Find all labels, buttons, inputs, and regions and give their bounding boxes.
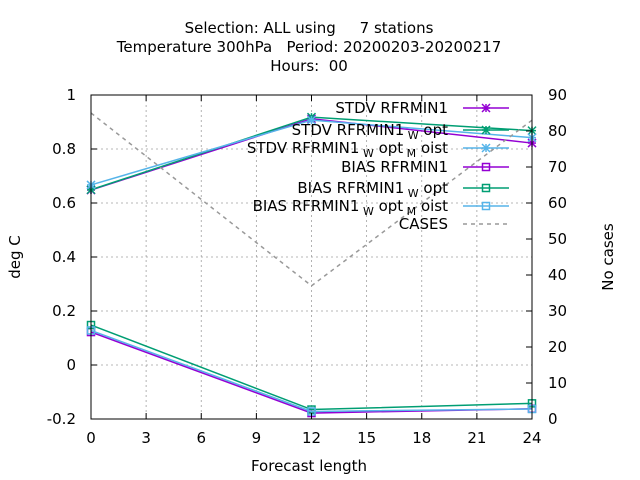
legend-label: STDV RFRMIN1 xyxy=(335,99,448,117)
y-tick-label: 1 xyxy=(66,86,76,104)
y-tick-label: 0.6 xyxy=(52,194,76,212)
chart-title: Selection: ALL using 7 stationsTemperatu… xyxy=(116,19,502,75)
legend-marker xyxy=(481,162,491,172)
y-axis-label: deg C xyxy=(6,235,24,279)
legend-label: STDV RFRMIN1 W opt xyxy=(292,121,448,142)
y-tick-label: 0.8 xyxy=(52,140,76,158)
y2-tick-label: 0 xyxy=(548,410,558,428)
y2-tick-label: 90 xyxy=(548,86,567,104)
y2-tick-label: 70 xyxy=(548,158,567,176)
x-tick-label: 24 xyxy=(522,429,541,447)
x-tick-label: 15 xyxy=(357,429,376,447)
legend-marker xyxy=(481,183,491,193)
x-tick-label: 18 xyxy=(412,429,431,447)
y2-tick-label: 50 xyxy=(548,230,567,248)
legend-marker xyxy=(481,143,491,153)
legend-label: CASES xyxy=(399,215,448,233)
y2-tick-label: 80 xyxy=(548,122,567,140)
chart-title-line: Hours: 00 xyxy=(270,57,348,75)
grid-lines xyxy=(91,95,532,419)
x-tick-label: 21 xyxy=(467,429,486,447)
legend-label: BIAS RFRMIN1 xyxy=(341,158,448,176)
chart-title-line: Selection: ALL using 7 stations xyxy=(185,19,434,37)
series-line xyxy=(90,112,533,287)
y2-tick-label: 60 xyxy=(548,194,567,212)
legend-marker xyxy=(481,125,491,135)
series-line xyxy=(90,329,533,413)
y-tick-label: 0.2 xyxy=(52,302,76,320)
y-tick-label: 0.4 xyxy=(52,248,76,266)
x-tick-label: 9 xyxy=(252,429,262,447)
x-tick-label: 12 xyxy=(302,429,321,447)
x-axis-label: Forecast length xyxy=(251,457,367,475)
legend-marker xyxy=(481,103,491,113)
legend-label: BIAS RFRMIN1 W opt xyxy=(297,179,448,200)
axis-ticks: 0 3 6 9 12 15 18 21 24-0.200.20.40.60.8101020304… xyxy=(47,86,567,447)
y2-tick-label: 40 xyxy=(548,266,567,284)
legend-marker xyxy=(481,201,491,211)
chart-title-line: Temperature 300hPa Period: 20200203-2020… xyxy=(116,38,502,56)
x-tick-label: 6 xyxy=(196,429,206,447)
legend-label: BIAS RFRMIN1 W opt M oist xyxy=(253,197,449,218)
y2-axis-label: No cases xyxy=(599,223,617,291)
x-tick-label: 0 xyxy=(86,429,96,447)
y2-tick-label: 30 xyxy=(548,302,567,320)
x-tick-label: 3 xyxy=(141,429,151,447)
legend-label: STDV RFRMIN1 W opt M oist xyxy=(247,139,448,160)
y-tick-label: 0 xyxy=(66,356,76,374)
data-point xyxy=(306,115,317,125)
series-line xyxy=(90,324,533,411)
y2-tick-label: 20 xyxy=(548,338,567,356)
y2-tick-label: 10 xyxy=(548,374,567,392)
y-tick-label: -0.2 xyxy=(47,410,76,428)
